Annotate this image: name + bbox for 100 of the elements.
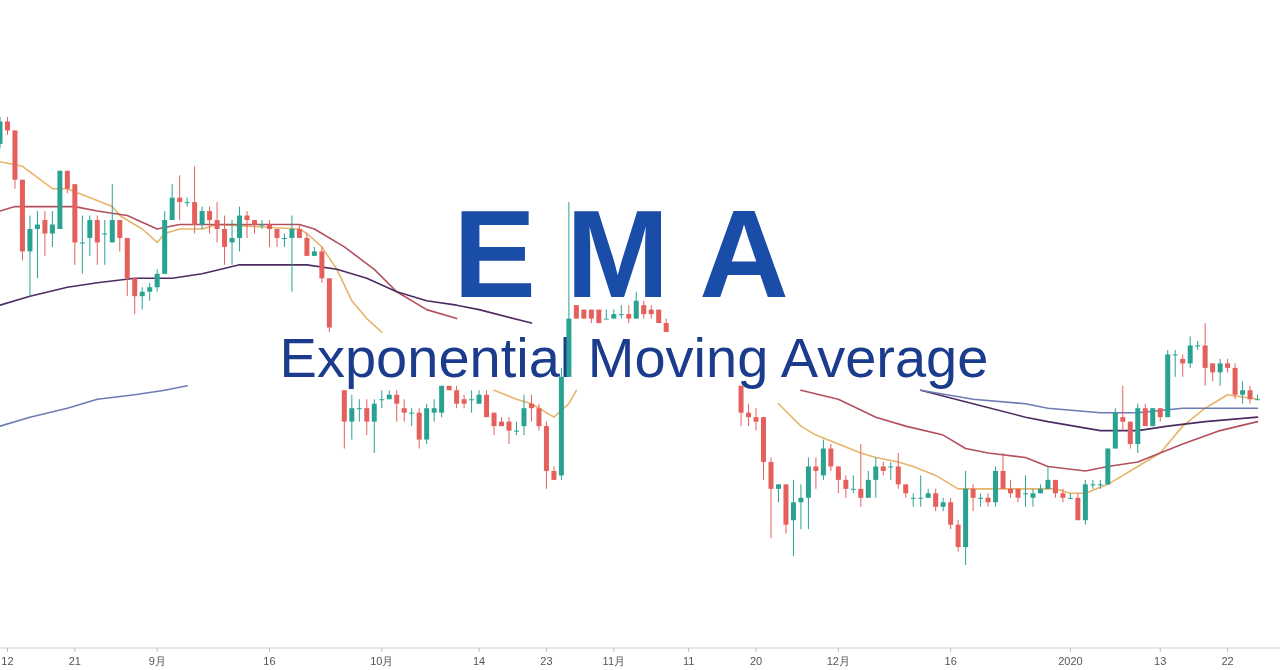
candlestick [850,474,856,494]
candlestick [746,403,752,427]
candlestick [199,206,205,230]
candlestick [349,394,355,441]
candlestick [948,497,954,530]
candlestick [521,394,527,436]
candlestick [985,492,991,508]
candlestick [753,407,759,432]
candlestick [229,219,235,266]
candlestick [1127,421,1133,450]
candlestick [1240,380,1246,405]
candlestick [266,219,272,248]
candlestick [1060,488,1066,503]
candlestick [970,483,976,512]
x-tick-label: 9月 [148,655,166,667]
x-tick-label: 16 [944,655,957,667]
candlestick [1023,474,1028,508]
x-tick-label: 13 [1154,655,1167,667]
candlestick [858,443,864,508]
x-tick-label: 10月 [370,655,394,667]
candlestick [289,215,295,293]
candlestick [1090,479,1096,490]
candlestick [94,215,100,266]
candlestick [409,407,415,427]
candlestick [1255,394,1261,401]
candlestick [843,474,849,499]
candlestick [177,174,183,221]
candlestick [27,215,33,297]
candlestick [1180,353,1186,378]
candlestick [1045,465,1051,490]
candlestick [379,389,385,409]
candlestick [1075,492,1081,521]
candlestick [895,452,901,490]
x-tick-label: 14 [472,655,486,667]
candlestick [978,492,984,508]
candlestick [798,483,804,530]
candlestick [873,456,879,499]
candlestick [117,219,123,252]
x-tick-label: 11月 [602,655,626,667]
candlestick [87,215,93,257]
x-tick-label: 16 [263,655,276,667]
candlestick [469,389,475,414]
candlestick [1217,358,1223,387]
candlestick [1030,488,1036,508]
candlestick [371,398,377,454]
candlestick [364,398,370,436]
candlestick [401,398,407,423]
candlestick [214,201,220,243]
x-tick-label: 22 [1221,655,1234,667]
candlestick [34,210,40,279]
x-tick-label: 20 [749,655,763,667]
candlestick [222,215,228,266]
candlestick [933,488,939,512]
candlestick [513,421,519,436]
candlestick [259,219,265,230]
candlestick [506,416,512,445]
candlestick [918,474,924,508]
candlestick [835,465,841,494]
candlestick [184,197,190,208]
candlestick [1247,385,1253,405]
candlestick [790,479,796,557]
candlestick [274,228,280,248]
candlestick [1172,349,1178,378]
candlestick [356,398,362,423]
x-tick-label: 21 [68,655,81,667]
candlestick [1000,452,1006,490]
candlestick [536,403,542,432]
candlestick [42,210,48,257]
candlestick [244,210,250,239]
candlestick [154,268,160,293]
x-tick-label: 2020 [1058,655,1083,667]
candlestick [394,389,400,423]
candlestick [1202,322,1208,387]
candlestick [139,286,145,311]
candlestick [109,183,115,243]
candlestick [79,215,85,275]
candlestick [955,519,961,553]
candlestick [169,183,175,221]
x-tick-label: 12月 [826,655,850,667]
candlestick [102,219,108,266]
candlestick [1067,492,1073,499]
candlestick [431,398,437,423]
candlestick [910,492,916,508]
candlestick [207,206,213,234]
candlestick [828,443,834,472]
x-tick-label: 23 [540,655,553,667]
candlestick [1120,385,1126,432]
candlestick [304,232,310,257]
candlestick [865,470,871,499]
candlestick [281,232,287,248]
candlestick [237,206,243,252]
candlestick [461,394,467,409]
candlestick [888,461,894,481]
candlestick [484,389,490,418]
candlestick [1187,336,1193,369]
candlestick [528,394,534,423]
candlestick [132,277,138,315]
candlestick [192,165,198,234]
x-tick-label: 11 [682,655,695,667]
candlestick [813,456,819,490]
